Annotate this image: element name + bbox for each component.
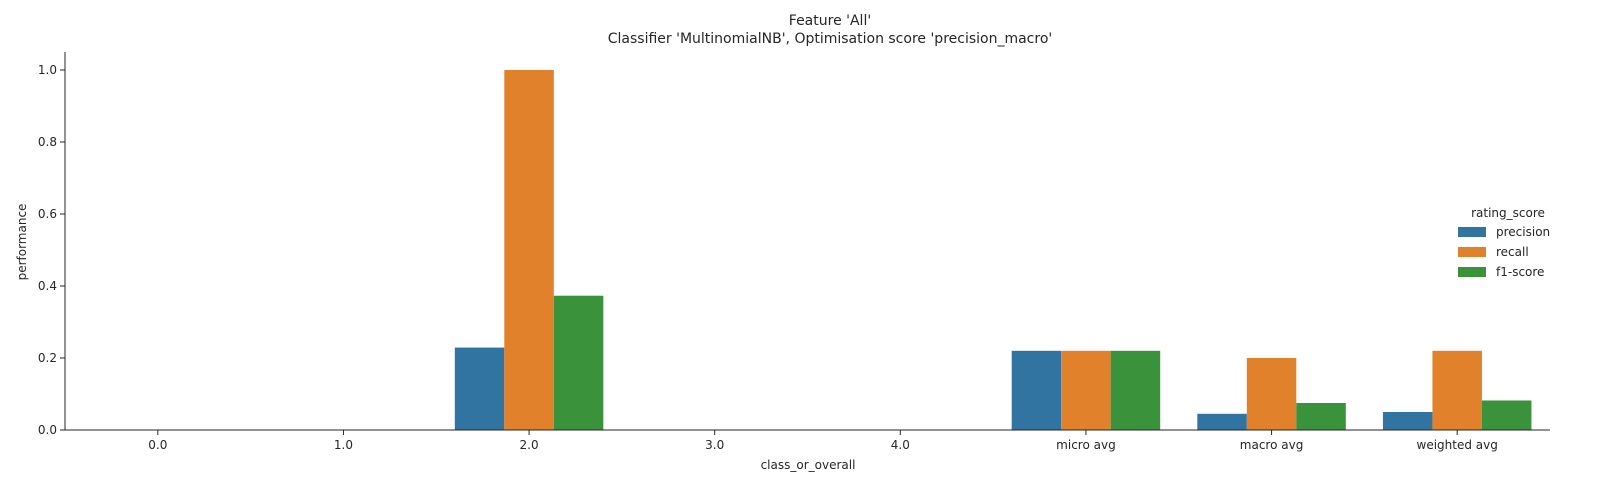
y-tick-label: 0.2 (38, 351, 57, 365)
x-tick-label: micro avg (1056, 438, 1116, 452)
bar-recall-macro-avg (1246, 358, 1297, 430)
bar-precision-micro-avg (1011, 350, 1062, 430)
chart-subtitle: Classifier 'MultinomialNB', Optimisation… (608, 31, 1053, 47)
bar-f1-score-micro-avg (1110, 350, 1161, 430)
y-axis-label: performance (15, 204, 29, 281)
x-tick-label: macro avg (1240, 438, 1304, 452)
legend-swatch-precision (1458, 227, 1486, 237)
plot-area: 0.0 0.2 0.4 0.6 0.8 1.0 0.0 1.0 2.0 3.0 4.0 micro a… (38, 52, 1550, 452)
bar-f1-score-2.0 (553, 295, 604, 430)
bar-recall-weighted-avg (1432, 350, 1482, 430)
legend-swatch-recall (1458, 247, 1486, 257)
chart-title: Feature 'All' (789, 13, 871, 29)
legend: rating_score precision recall f1-score (1458, 206, 1550, 279)
legend-label-f1-score: f1-score (1496, 265, 1544, 279)
x-tick-label: 0.0 (148, 438, 167, 452)
y-tick-label: 0.6 (38, 207, 57, 221)
x-tick-label: 4.0 (891, 438, 910, 452)
y-tick-label: 0.0 (38, 423, 57, 437)
bar-precision-2.0 (454, 347, 505, 430)
bar-precision-weighted-avg (1382, 412, 1433, 430)
x-tick-label: 3.0 (705, 438, 724, 452)
legend-swatch-f1-score (1458, 267, 1486, 277)
bar-f1-score-macro-avg (1296, 403, 1346, 430)
x-tick-label: 1.0 (334, 438, 353, 452)
legend-label-precision: precision (1496, 225, 1550, 239)
bar-f1-score-weighted-avg (1481, 400, 1532, 430)
bar-precision-macro-avg (1197, 413, 1247, 430)
legend-title: rating_score (1471, 206, 1545, 220)
bar-recall-2.0 (504, 70, 554, 430)
x-tick-label: 2.0 (520, 438, 539, 452)
y-tick-label: 0.8 (38, 135, 57, 149)
x-axis-label: class_or_overall (761, 458, 856, 472)
x-tick-label: weighted avg (1417, 438, 1498, 452)
y-tick-label: 1.0 (38, 63, 57, 77)
legend-label-recall: recall (1496, 245, 1529, 259)
bar-recall-micro-avg (1061, 350, 1111, 430)
y-tick-label: 0.4 (38, 279, 57, 293)
